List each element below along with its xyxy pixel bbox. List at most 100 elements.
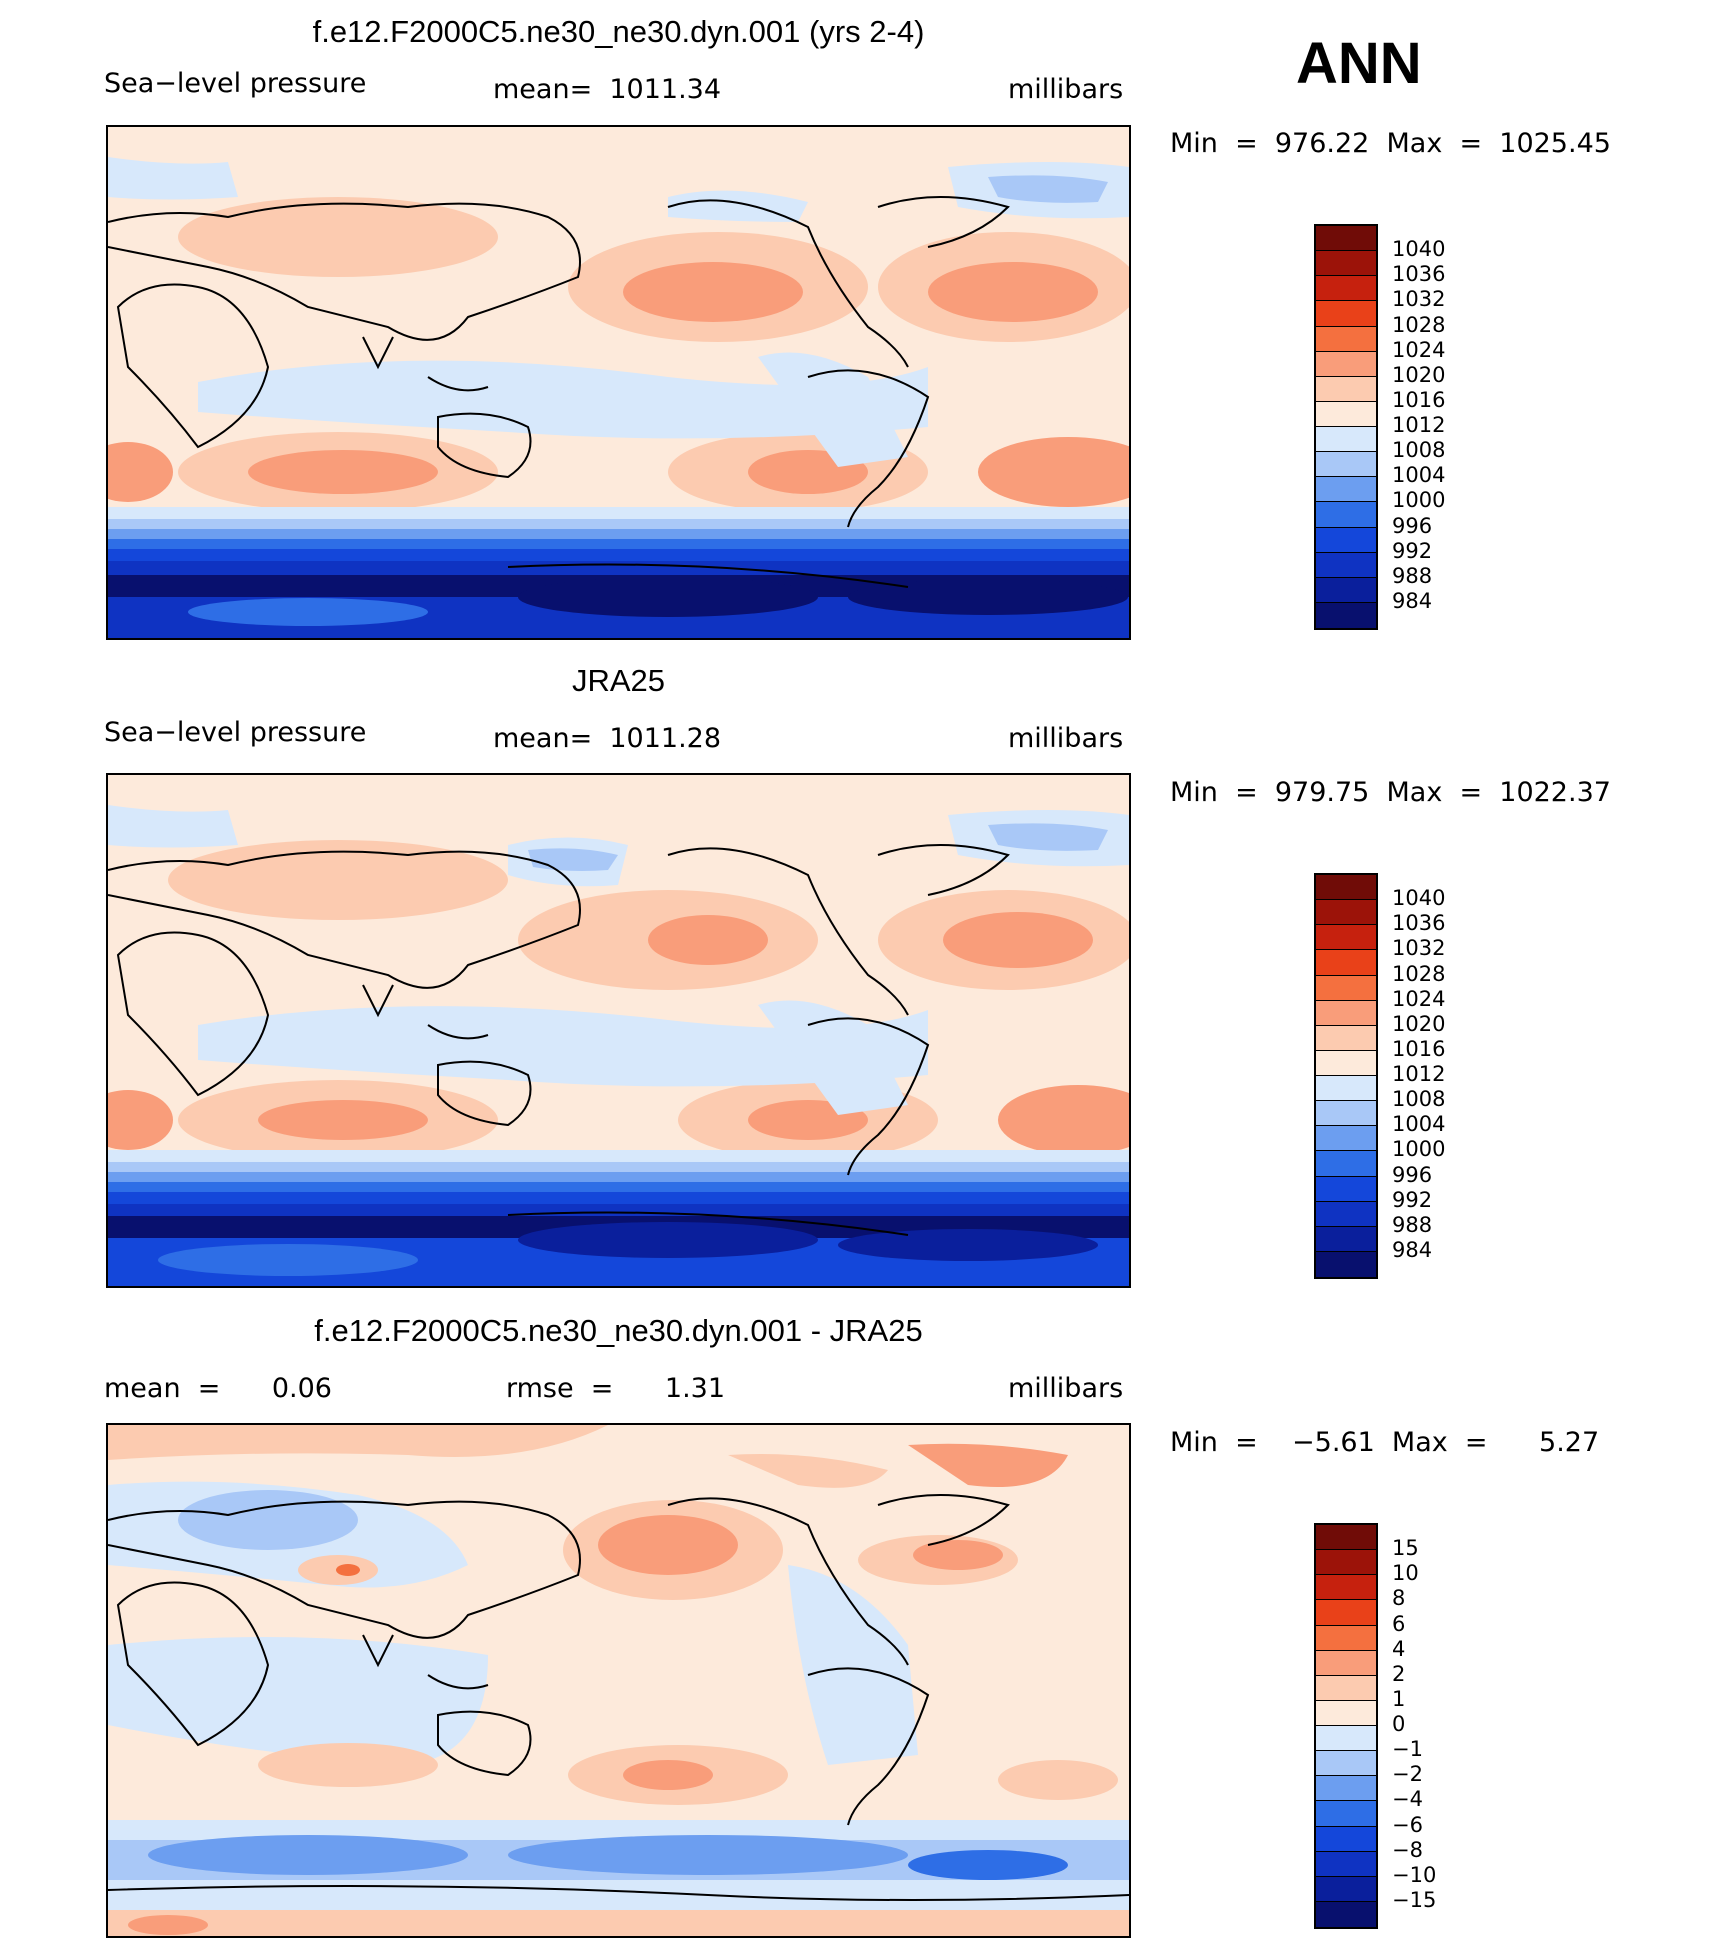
colorbar-tick-label: 1040 [1392,886,1446,911]
colorbar-box [1316,1126,1376,1152]
colorbar-box [1316,1550,1376,1576]
colorbar-box [1316,1076,1376,1102]
colorbar-tick-label: 1000 [1392,1137,1446,1162]
colorbar-tick-label: −2 [1392,1762,1423,1787]
colorbar-box [1316,1000,1376,1026]
colorbar-tick-label: −1 [1392,1737,1423,1762]
colorbar-box [1316,602,1376,628]
colorbar-box [1316,427,1376,453]
colorbar-box [1316,1176,1376,1202]
colorbar-tick-label: 996 [1392,513,1433,538]
colorbar-tick-label: 1020 [1392,362,1446,387]
colorbar-tick-label: 1012 [1392,413,1446,437]
colorbar-box [1316,1025,1376,1051]
map-graphic [108,1425,1129,1936]
colorbar-box [1316,301,1376,327]
colorbar-box [1316,276,1376,302]
colorbar-box [1316,552,1376,578]
colorbar-box [1316,950,1376,976]
panel-title: f.e12.F2000C5.ne30_ne30.dyn.001 (yrs 2-4… [312,14,925,49]
colorbar-tick-label: 1 [1392,1686,1406,1711]
colorbar [1314,224,1378,630]
colorbar-box [1316,1826,1376,1852]
colorbar-box [1316,1726,1376,1752]
colorbar-tick-label: 1008 [1392,1087,1446,1112]
colorbar-tick-label: 1032 [1392,936,1446,961]
colorbar-box [1316,1251,1376,1277]
colorbar-box [1316,251,1376,277]
colorbar-tick-label: −10 [1392,1862,1437,1887]
panel-observations: JRA25 Sea−level pressure mean= 1011.28 m… [0,649,1710,1299]
colorbar-box [1316,502,1376,528]
mean-label: mean= 1011.28 [493,723,722,754]
min-max-label: Min = −5.61 Max = 5.27 [1170,1427,1600,1458]
variable-label: Sea−level pressure [104,68,367,99]
colorbar-tick-label: 1040 [1392,237,1446,262]
colorbar-tick-label: 984 [1392,1237,1433,1262]
colorbar-tick-label: 1024 [1392,337,1446,362]
colorbar-box [1316,351,1376,377]
colorbar-box [1316,1851,1376,1877]
colorbar-box [1316,1751,1376,1777]
colorbar-tick-label: 10 [1392,1561,1419,1586]
colorbar-box [1316,1625,1376,1651]
colorbar-tick-label: 8 [1392,1586,1406,1611]
colorbar-box [1316,1801,1376,1827]
colorbar-tick-label: −4 [1392,1787,1423,1812]
colorbar-tick-label: −15 [1392,1887,1437,1912]
colorbar-tick-label: 992 [1392,1187,1433,1212]
colorbar-tick-label: 1000 [1392,488,1446,513]
panel-title: f.e12.F2000C5.ne30_ne30.dyn.001 - JRA25 [314,1313,923,1348]
colorbar-tick-label: 1012 [1392,1062,1446,1086]
units-label: millibars [1008,1373,1124,1404]
colorbar-box [1316,1675,1376,1701]
colorbar-tick-label: −8 [1392,1837,1423,1862]
min-max-label: Min = 979.75 Max = 1022.37 [1170,777,1611,808]
colorbar-box [1316,925,1376,951]
colorbar-box [1316,577,1376,603]
colorbar-tick-label: 15 [1392,1536,1419,1561]
colorbar-tick-label: 988 [1392,1212,1433,1237]
colorbar-tick-label: 1028 [1392,961,1446,986]
colorbar-box [1316,1525,1376,1551]
colorbar-tick-label: 1020 [1392,1011,1446,1036]
colorbar [1314,873,1378,1279]
colorbar-tick-label: 988 [1392,563,1433,588]
panel-model: f.e12.F2000C5.ne30_ne30.dyn.001 (yrs 2-4… [0,0,1710,650]
colorbar-tick-label: 1028 [1392,312,1446,337]
map-graphic [108,127,1129,638]
colorbar-tick-label: 1032 [1392,287,1446,312]
colorbar-box [1316,376,1376,402]
colorbar-tick-label: 1036 [1392,262,1446,287]
rmse-label: rmse = 1.31 [506,1373,726,1404]
colorbar-tick-label: 4 [1392,1636,1406,1661]
units-label: millibars [1008,723,1124,754]
panel-difference: f.e12.F2000C5.ne30_ne30.dyn.001 - JRA25 … [0,1299,1710,1949]
panel-title: JRA25 [571,663,666,698]
colorbar-tick-label: 1024 [1392,986,1446,1011]
colorbar-tick-label: 0 [1392,1712,1406,1736]
colorbar-tick-label: 992 [1392,538,1433,563]
colorbar-box [1316,1876,1376,1902]
mean-label: mean= 1011.34 [493,74,722,105]
colorbar-box [1316,1226,1376,1252]
colorbar-tick-label: 1036 [1392,911,1446,936]
colorbar-tick-label: 6 [1392,1611,1406,1636]
units-label: millibars [1008,74,1124,105]
colorbar-box [1316,1101,1376,1127]
colorbar-box [1316,1151,1376,1177]
map-graphic [108,775,1129,1286]
min-max-label: Min = 976.22 Max = 1025.45 [1170,128,1611,159]
map-panel [106,773,1131,1288]
season-label: ANN [1296,31,1422,96]
colorbar-box [1316,477,1376,503]
colorbar-tick-label: −6 [1392,1812,1423,1837]
colorbar-box [1316,875,1376,901]
colorbar-tick-label: 1016 [1392,1036,1446,1061]
colorbar-tick-label: 1016 [1392,387,1446,412]
colorbar-tick-label: 996 [1392,1162,1433,1187]
map-panel [106,1423,1131,1938]
colorbar [1314,1523,1378,1929]
variable-label: Sea−level pressure [104,717,367,748]
colorbar-box [1316,1201,1376,1227]
